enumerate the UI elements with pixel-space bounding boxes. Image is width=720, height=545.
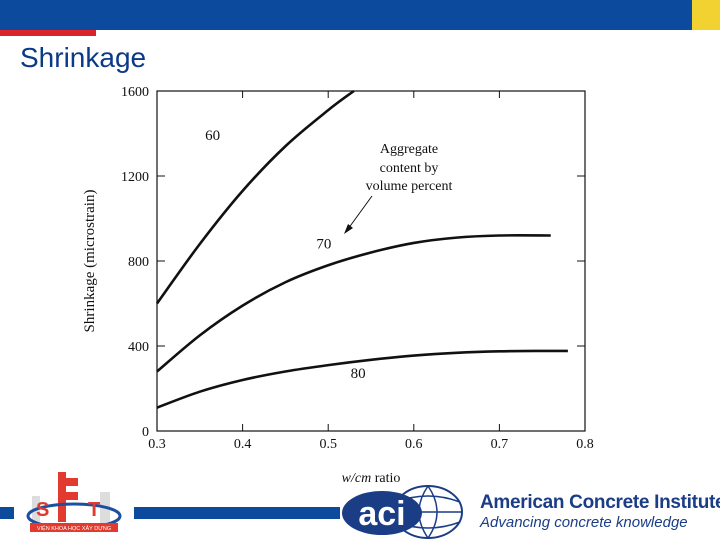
- slide-title: Shrinkage: [20, 42, 147, 73]
- series-label-60: 60: [205, 128, 220, 144]
- x-tick-label: 0.6: [405, 437, 423, 452]
- svg-text:S: S: [36, 499, 49, 521]
- x-axis-label: w/cm ratio: [342, 471, 401, 486]
- svg-text:T: T: [88, 499, 100, 521]
- annotation-arrow: [347, 195, 373, 230]
- x-tick-label: 0.4: [234, 437, 252, 452]
- x-tick-label: 0.3: [148, 437, 166, 452]
- y-axis-label: Shrinkage (microstrain): [82, 190, 98, 333]
- header-bar: [0, 0, 692, 30]
- y-tick-label: 400: [128, 340, 149, 355]
- aci-name: American Concrete Institute®: [480, 492, 720, 513]
- plot-frame: [156, 90, 586, 432]
- annotation-line-2: content by: [380, 161, 439, 176]
- header-accent: [692, 0, 720, 30]
- shrinkage-chart: 0.3 0.4 0.5 0.6 0.7 0.8 0 400 800 1200 1600 60 70 80…: [82, 85, 594, 486]
- annotation: Aggregate content by volume percent: [344, 142, 452, 234]
- left-logo-caption: VIỆN KHOA HỌC XÂY DỰNG: [37, 524, 111, 532]
- header-red-stripe: [0, 30, 96, 36]
- series-label-70: 70: [316, 236, 331, 252]
- aci-tagline: Advancing concrete knowledge: [480, 514, 688, 531]
- x-tick-label: 0.5: [319, 437, 337, 452]
- series-line-60: [155, 89, 355, 305]
- y-tick-label: 1200: [121, 170, 149, 185]
- x-tick-label: 0.7: [491, 437, 509, 452]
- footer-bar-left: [0, 507, 14, 519]
- series-line-70: [156, 234, 551, 373]
- series-label-80: 80: [351, 366, 366, 382]
- aci-wordmark: aci: [358, 495, 405, 533]
- x-tick-label: 0.8: [576, 437, 594, 452]
- y-tick-label: 0: [142, 425, 149, 440]
- series-line-80: [156, 349, 568, 409]
- annotation-arrowhead: [344, 224, 353, 234]
- y-tick-label: 800: [128, 255, 149, 270]
- annotation-line-1: Aggregate: [380, 142, 438, 157]
- ibst-logo: S T VIỆN KHOA HỌC XÂY DỰNG: [26, 472, 122, 532]
- annotation-line-3: volume percent: [366, 179, 453, 194]
- y-tick-label: 1600: [121, 85, 149, 100]
- aci-globe-icon: aci: [342, 485, 463, 539]
- aci-logo: aci American Concrete Institute® Advanci…: [340, 484, 720, 540]
